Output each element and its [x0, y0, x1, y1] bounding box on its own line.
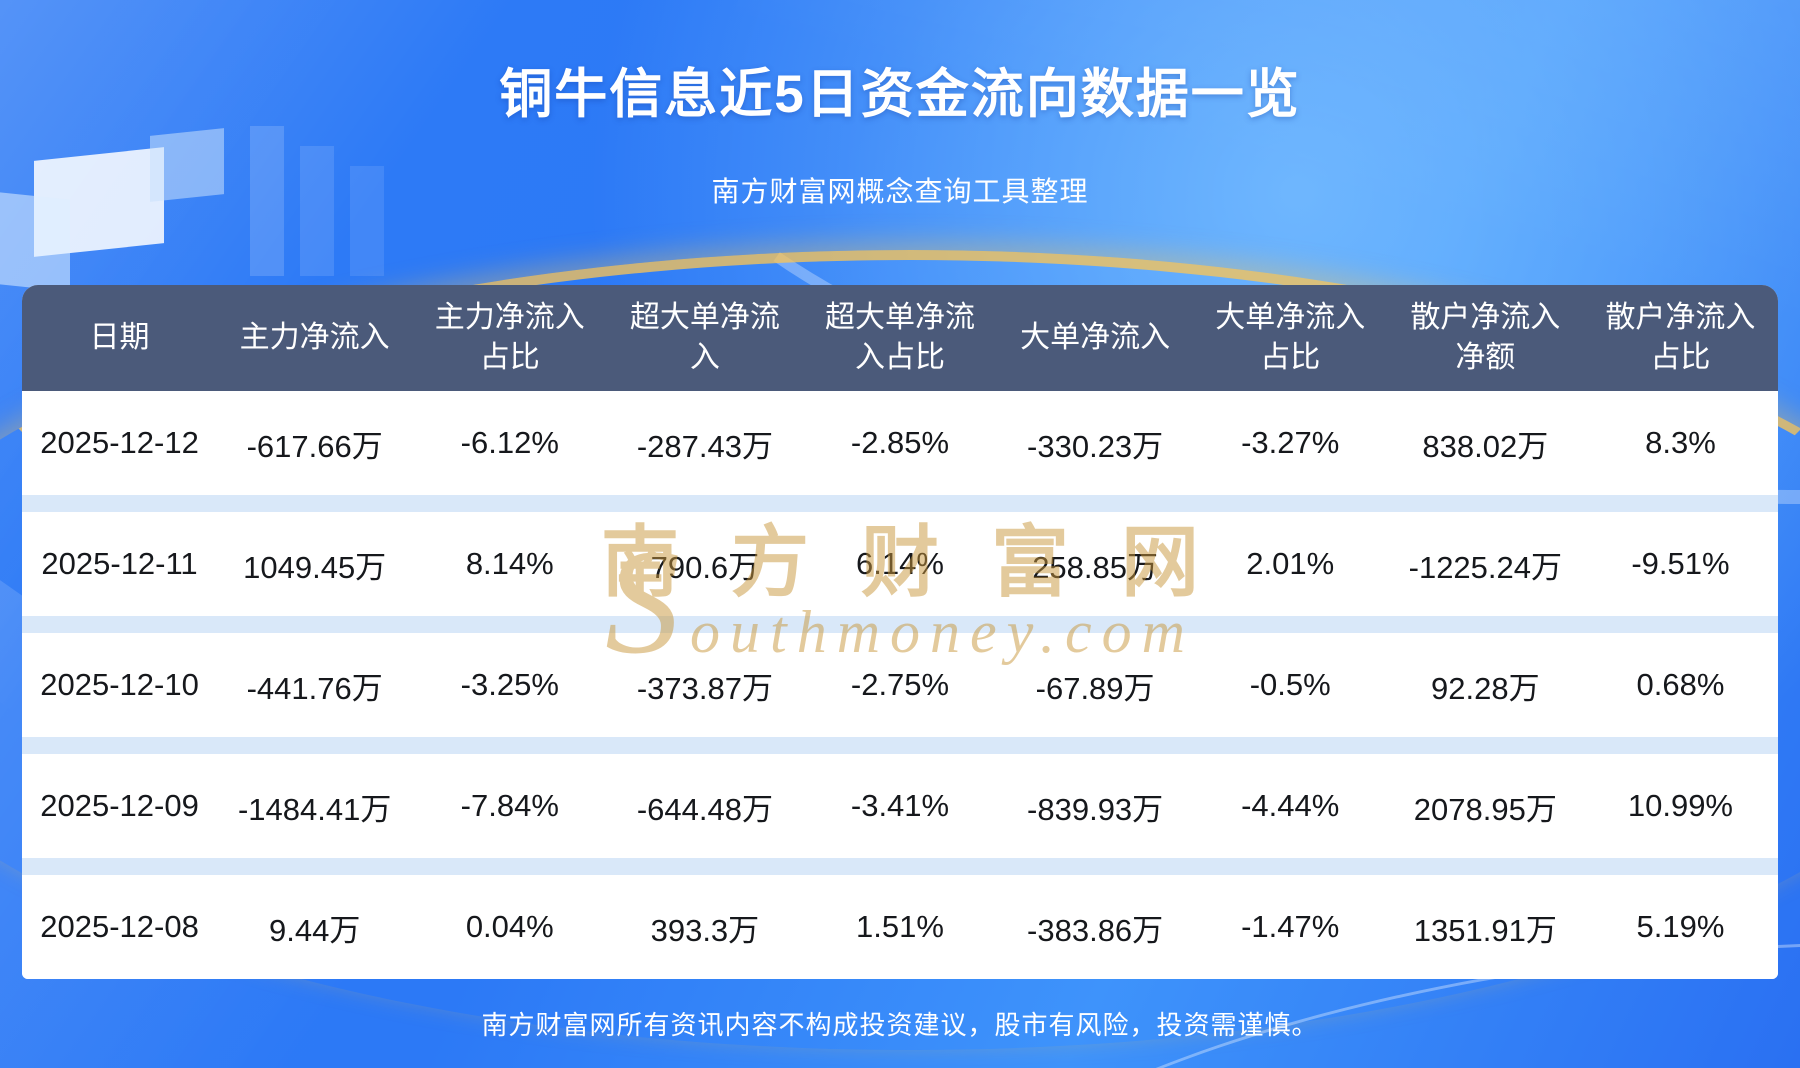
value-cell: -7.84% [460, 788, 559, 823]
value-cell: -9.51% [1631, 546, 1730, 581]
value-cell: 2078.95万 [1413, 791, 1557, 827]
value-cell: 1.51% [856, 909, 944, 944]
value-cell: 5.19% [1636, 909, 1725, 944]
value-cell: -2.75% [850, 667, 950, 702]
value-cell: -4.44% [1241, 788, 1340, 823]
value-cell: -441.76万 [246, 670, 383, 706]
date-cell: 2025-12-09 [40, 788, 199, 823]
value-cell: -644.48万 [636, 791, 773, 827]
page-subtitle: 南方财富网概念查询工具整理 [711, 176, 1089, 207]
column-header: 主力净流入占比 [434, 301, 585, 374]
value-cell: -330.23万 [1027, 428, 1164, 464]
column-header: 超大单净流入 [629, 301, 780, 374]
value-cell: 2.01% [1246, 546, 1335, 581]
column-header: 日期 [89, 321, 150, 354]
date-cell: 2025-12-10 [40, 667, 199, 702]
date-cell: 2025-12-12 [40, 425, 199, 460]
table-header-row: 日期 主力净流入 主力净流入占比 超大单净流入 超大单净流入占比 大单净流入 大单净流入占比… [22, 285, 1778, 391]
table-row: 2025-12-09 -1484.41万 -7.84% -644.48万 -3.41% -… [22, 754, 1778, 858]
value-cell: 258.85万 [1032, 549, 1159, 585]
value-cell: 10.99% [1627, 788, 1733, 823]
value-cell: -287.43万 [636, 428, 773, 464]
value-cell: 92.28万 [1431, 670, 1540, 706]
page-title: 铜牛信息近5日资金流向数据一览 [499, 65, 1301, 124]
value-cell: 6.14% [856, 546, 944, 581]
value-cell: 1351.91万 [1413, 912, 1557, 948]
date-cell: 2025-12-08 [40, 909, 199, 944]
disclaimer-text: 南方财富网所有资讯内容不构成投资建议，股市有风险，投资需谨慎。 [481, 1010, 1319, 1040]
value-cell: -3.27% [1241, 425, 1340, 460]
value-cell: -2.85% [850, 425, 950, 460]
column-header: 主力净流入 [239, 321, 390, 354]
value-cell: 1049.45万 [243, 549, 387, 585]
value-cell: 8.14% [465, 546, 554, 581]
value-cell: 393.3万 [650, 912, 760, 948]
value-cell: -67.89万 [1035, 670, 1155, 706]
value-cell: -373.87万 [636, 670, 773, 706]
value-cell: -1.47% [1241, 909, 1340, 944]
column-header: 散户净流入占比 [1605, 301, 1756, 374]
value-cell: 8.3% [1645, 425, 1716, 460]
table-row: 2025-12-10 -441.76万 -3.25% -373.87万 -2.75% -6… [22, 633, 1778, 737]
value-cell: -1225.24万 [1408, 549, 1563, 585]
building-pillar [300, 146, 334, 276]
table-row: 2025-12-08 9.44万 0.04% 393.3万 1.51% -383.86万 -… [22, 875, 1778, 979]
value-cell: -1484.41万 [237, 791, 392, 827]
table-row: 2025-12-12 -617.66万 -6.12% -287.43万 -2.85% -3… [22, 391, 1778, 495]
column-header: 超大单净流入占比 [824, 301, 975, 374]
date-cell: 2025-12-11 [41, 546, 198, 581]
value-cell: -0.5% [1249, 667, 1331, 702]
table-body: 2025-12-12 -617.66万 -6.12% -287.43万 -2.85% -3… [22, 391, 1778, 979]
value-cell: -3.41% [850, 788, 950, 823]
value-cell: -6.12% [460, 425, 559, 460]
table-row: 2025-12-11 1049.45万 8.14% 790.6万 6.14% 258.85… [22, 512, 1778, 616]
value-cell: 0.04% [465, 909, 554, 944]
column-header: 大单净流入占比 [1215, 301, 1366, 374]
value-cell: -3.25% [460, 667, 559, 702]
value-cell: 0.68% [1636, 667, 1725, 702]
value-cell: 9.44万 [268, 912, 361, 948]
value-cell: 790.6万 [650, 549, 760, 585]
column-header: 大单净流入 [1020, 321, 1171, 354]
value-cell: -383.86万 [1027, 912, 1164, 948]
value-cell: 838.02万 [1422, 428, 1549, 464]
value-cell: -839.93万 [1027, 791, 1164, 827]
column-header: 散户净流入净额 [1410, 301, 1561, 374]
fund-flow-table: 日期 主力净流入 主力净流入占比 超大单净流入 超大单净流入占比 大单净流入 大单净流入占比… [22, 285, 1778, 979]
value-cell: -617.66万 [246, 428, 383, 464]
